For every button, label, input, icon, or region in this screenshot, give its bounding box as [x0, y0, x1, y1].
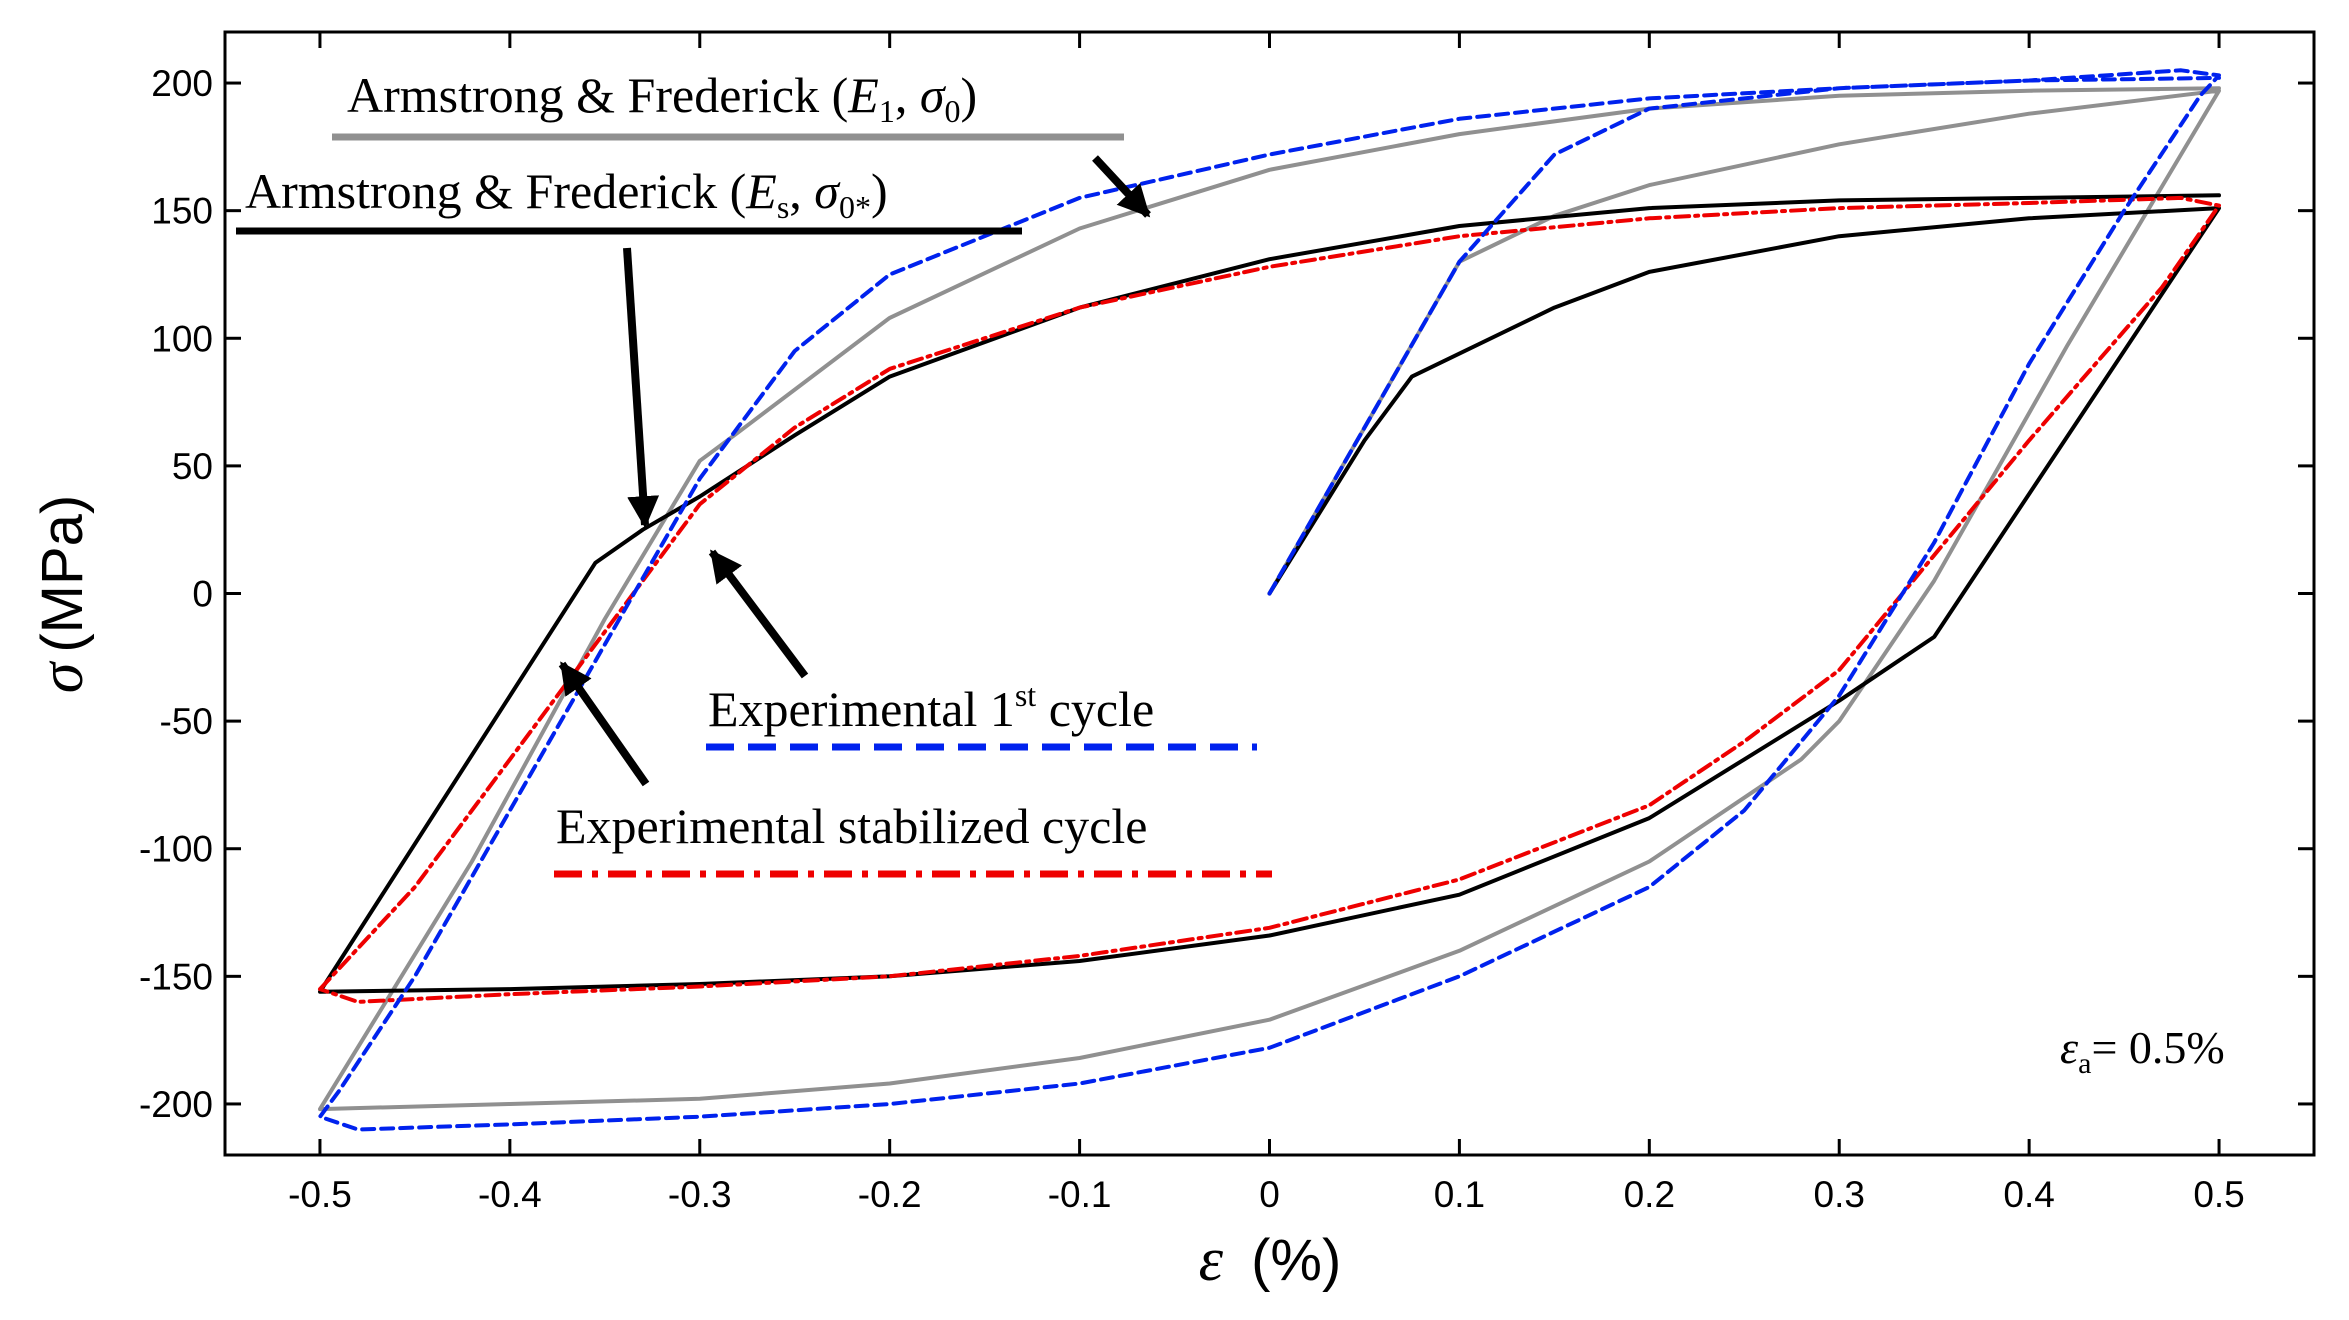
y-axis-title: σ (MPa): [28, 495, 96, 693]
x-axis-symbol: ε: [1199, 1226, 1224, 1294]
y-tick-label: -200: [139, 1084, 213, 1125]
series-layer: [318, 68, 2221, 1132]
arrow-experimental-first: [708, 549, 809, 679]
legend-armstrong-e1: Armstrong & Frederick (E1, σ0): [332, 67, 1124, 141]
x-tick-label: -0.1: [1048, 1174, 1112, 1215]
legend-experimental-stabilized: Experimental stabilized cycle: [554, 798, 1272, 878]
amplitude-annotation: εa= 0.5%: [2060, 1022, 2225, 1080]
legend-armstrong-es-label: Armstrong & Frederick (Es, σ0*): [245, 163, 888, 225]
legend-experimental-stabilized-label: Experimental stabilized cycle: [556, 798, 1147, 854]
y-tick-label: 150: [151, 191, 213, 232]
x-tick-label: 0.1: [1434, 1174, 1485, 1215]
arrow-armstrong-es: [623, 247, 660, 529]
y-tick-label: 100: [151, 318, 213, 359]
arrow-armstrong-e1: [1092, 155, 1151, 218]
y-tick-label: -100: [139, 829, 213, 870]
legend-armstrong-e1-label: Armstrong & Frederick (E1, σ0): [347, 67, 977, 129]
legend-armstrong-es: Armstrong & Frederick (Es, σ0*): [236, 163, 1022, 235]
y-tick-label: -50: [160, 701, 213, 742]
y-axis-unit: (MPa): [30, 495, 95, 653]
x-tick-label: 0.2: [1624, 1174, 1675, 1215]
y-tick-label: 0: [192, 574, 213, 615]
x-tick-label: 0.5: [2193, 1174, 2244, 1215]
y-tick-label: 200: [151, 63, 213, 104]
x-tick-label: -0.5: [288, 1174, 352, 1215]
arrow-experimental-stabilized: [558, 661, 650, 787]
x-tick-label: 0.4: [2003, 1174, 2054, 1215]
y-axis-symbol: σ: [28, 660, 96, 693]
legend-experimental-first: Experimental 1st cycle: [706, 677, 1257, 751]
y-tick-label: -150: [139, 956, 213, 997]
y-tick-label: 50: [172, 446, 213, 487]
x-tick-label: -0.2: [858, 1174, 922, 1215]
x-tick-label: 0.3: [1814, 1174, 1865, 1215]
x-axis-ticks: -0.5 -0.4 -0.3 -0.2 -0.1 0 0.1 0.2 0.3 0.4 0.5: [288, 32, 2245, 1215]
x-tick-label: 0: [1259, 1174, 1280, 1215]
y-axis-ticks: -200 -150 -100 -50 0 50 100 150 200: [139, 63, 2314, 1125]
x-axis-title: ε (%): [1199, 1226, 1342, 1294]
series-line-0: [318, 68, 2221, 1132]
x-axis-unit: (%): [1251, 1228, 1341, 1293]
legend-experimental-first-label: Experimental 1st cycle: [708, 677, 1154, 737]
x-tick-label: -0.4: [478, 1174, 542, 1215]
series-line-1: [318, 195, 2221, 1004]
series-line-2: [318, 86, 2221, 1112]
x-tick-label: -0.3: [668, 1174, 732, 1215]
